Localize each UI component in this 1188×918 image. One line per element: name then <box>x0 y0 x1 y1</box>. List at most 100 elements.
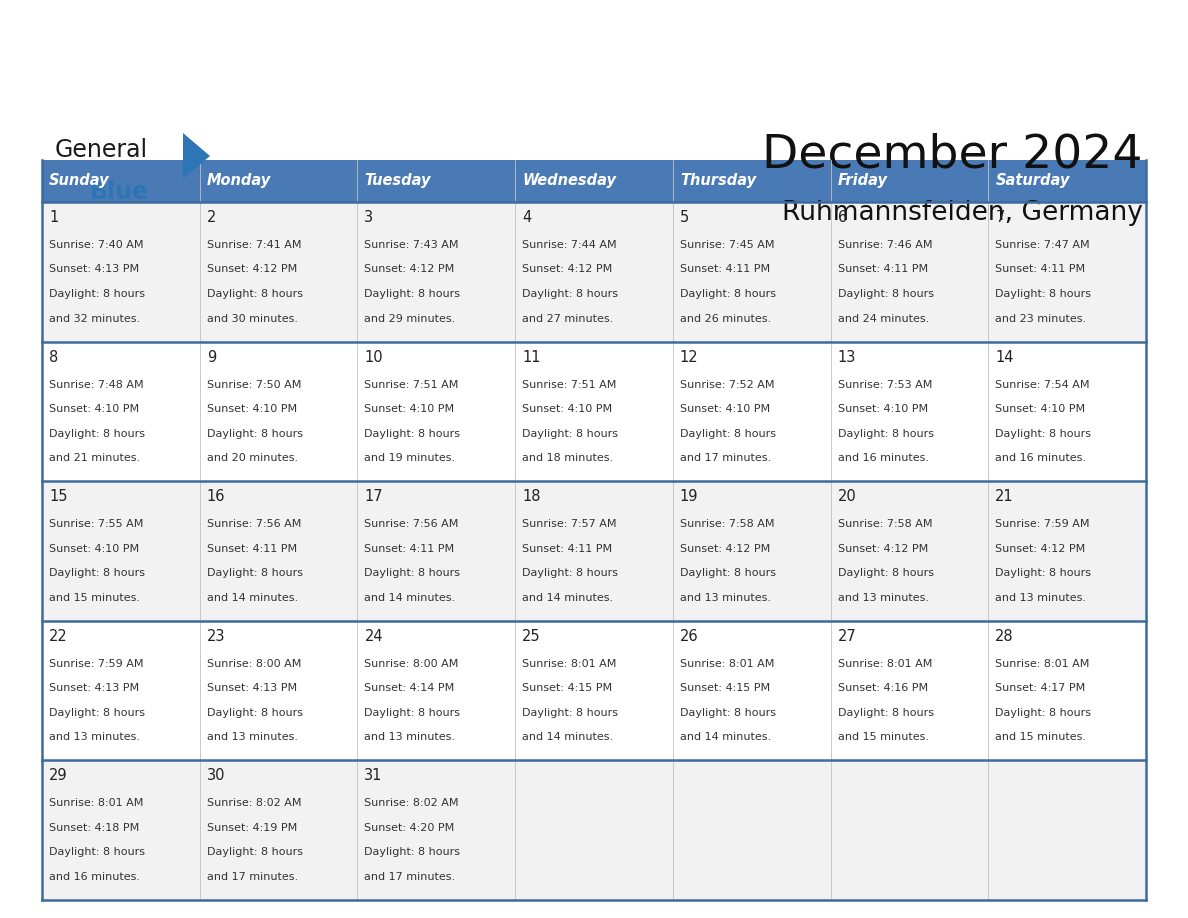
Text: Sunrise: 7:43 AM: Sunrise: 7:43 AM <box>365 240 459 250</box>
Text: 31: 31 <box>365 768 383 783</box>
Text: Thursday: Thursday <box>680 174 756 188</box>
Text: 4: 4 <box>523 210 531 225</box>
Text: 18: 18 <box>523 489 541 504</box>
Text: Daylight: 8 hours: Daylight: 8 hours <box>523 568 618 578</box>
Text: Sunrise: 8:02 AM: Sunrise: 8:02 AM <box>365 799 459 809</box>
Text: Sunset: 4:10 PM: Sunset: 4:10 PM <box>523 404 612 414</box>
Text: Sunrise: 7:55 AM: Sunrise: 7:55 AM <box>49 520 144 529</box>
Text: Saturday: Saturday <box>996 174 1069 188</box>
Polygon shape <box>183 133 210 179</box>
Text: and 16 minutes.: and 16 minutes. <box>996 453 1086 463</box>
Text: Sunrise: 7:48 AM: Sunrise: 7:48 AM <box>49 380 144 389</box>
Text: Daylight: 8 hours: Daylight: 8 hours <box>996 708 1092 718</box>
Text: Sunset: 4:13 PM: Sunset: 4:13 PM <box>49 264 139 274</box>
Text: Daylight: 8 hours: Daylight: 8 hours <box>838 708 934 718</box>
Text: and 14 minutes.: and 14 minutes. <box>523 593 613 603</box>
FancyBboxPatch shape <box>42 481 1146 621</box>
Text: Sunset: 4:13 PM: Sunset: 4:13 PM <box>207 683 297 693</box>
Text: Daylight: 8 hours: Daylight: 8 hours <box>680 568 776 578</box>
Text: Sunset: 4:11 PM: Sunset: 4:11 PM <box>523 543 612 554</box>
Text: Sunset: 4:11 PM: Sunset: 4:11 PM <box>680 264 770 274</box>
Text: 5: 5 <box>680 210 689 225</box>
Text: Daylight: 8 hours: Daylight: 8 hours <box>49 429 145 439</box>
FancyBboxPatch shape <box>42 160 200 202</box>
Text: Daylight: 8 hours: Daylight: 8 hours <box>680 708 776 718</box>
Text: 14: 14 <box>996 350 1013 364</box>
Text: Monday: Monday <box>207 174 271 188</box>
Text: Daylight: 8 hours: Daylight: 8 hours <box>365 289 461 299</box>
Text: Sunrise: 7:59 AM: Sunrise: 7:59 AM <box>49 659 144 669</box>
Text: Daylight: 8 hours: Daylight: 8 hours <box>365 568 461 578</box>
Text: Sunrise: 7:51 AM: Sunrise: 7:51 AM <box>365 380 459 389</box>
Text: Daylight: 8 hours: Daylight: 8 hours <box>365 708 461 718</box>
Text: Daylight: 8 hours: Daylight: 8 hours <box>207 289 303 299</box>
Text: Sunset: 4:18 PM: Sunset: 4:18 PM <box>49 823 139 833</box>
Text: Sunrise: 7:50 AM: Sunrise: 7:50 AM <box>207 380 301 389</box>
Text: and 14 minutes.: and 14 minutes. <box>207 593 298 603</box>
Text: Blue: Blue <box>90 180 148 204</box>
Text: Daylight: 8 hours: Daylight: 8 hours <box>207 568 303 578</box>
Text: 17: 17 <box>365 489 383 504</box>
Text: and 13 minutes.: and 13 minutes. <box>207 733 298 743</box>
Text: Daylight: 8 hours: Daylight: 8 hours <box>365 429 461 439</box>
Text: Daylight: 8 hours: Daylight: 8 hours <box>207 429 303 439</box>
Text: 27: 27 <box>838 629 857 644</box>
Text: 11: 11 <box>523 350 541 364</box>
Text: and 13 minutes.: and 13 minutes. <box>365 733 455 743</box>
Text: Sunrise: 7:40 AM: Sunrise: 7:40 AM <box>49 240 144 250</box>
Text: Sunrise: 8:01 AM: Sunrise: 8:01 AM <box>996 659 1089 669</box>
Text: 28: 28 <box>996 629 1013 644</box>
Text: and 29 minutes.: and 29 minutes. <box>365 314 456 323</box>
Text: Daylight: 8 hours: Daylight: 8 hours <box>523 289 618 299</box>
Text: 2: 2 <box>207 210 216 225</box>
Text: 10: 10 <box>365 350 383 364</box>
Text: and 17 minutes.: and 17 minutes. <box>680 453 771 463</box>
Text: Daylight: 8 hours: Daylight: 8 hours <box>523 429 618 439</box>
Text: Daylight: 8 hours: Daylight: 8 hours <box>996 289 1092 299</box>
Text: Daylight: 8 hours: Daylight: 8 hours <box>680 289 776 299</box>
Text: Sunset: 4:11 PM: Sunset: 4:11 PM <box>838 264 928 274</box>
Text: 12: 12 <box>680 350 699 364</box>
Text: Sunrise: 7:52 AM: Sunrise: 7:52 AM <box>680 380 775 389</box>
Text: Sunrise: 7:57 AM: Sunrise: 7:57 AM <box>523 520 617 529</box>
Text: Sunrise: 7:58 AM: Sunrise: 7:58 AM <box>838 520 933 529</box>
Text: Sunset: 4:15 PM: Sunset: 4:15 PM <box>523 683 612 693</box>
Text: and 15 minutes.: and 15 minutes. <box>996 733 1086 743</box>
Text: Sunrise: 7:56 AM: Sunrise: 7:56 AM <box>365 520 459 529</box>
Text: Sunrise: 7:54 AM: Sunrise: 7:54 AM <box>996 380 1089 389</box>
Text: and 13 minutes.: and 13 minutes. <box>838 593 929 603</box>
Text: Daylight: 8 hours: Daylight: 8 hours <box>207 708 303 718</box>
Text: 1: 1 <box>49 210 58 225</box>
FancyBboxPatch shape <box>42 341 1146 481</box>
Text: 25: 25 <box>523 629 541 644</box>
Text: 6: 6 <box>838 210 847 225</box>
Text: 30: 30 <box>207 768 226 783</box>
FancyBboxPatch shape <box>42 202 1146 341</box>
Text: 13: 13 <box>838 350 855 364</box>
Text: Sunrise: 8:00 AM: Sunrise: 8:00 AM <box>207 659 301 669</box>
Text: Sunrise: 7:46 AM: Sunrise: 7:46 AM <box>838 240 933 250</box>
Text: 22: 22 <box>49 629 68 644</box>
Text: 23: 23 <box>207 629 226 644</box>
Text: and 13 minutes.: and 13 minutes. <box>680 593 771 603</box>
Text: Daylight: 8 hours: Daylight: 8 hours <box>680 429 776 439</box>
Text: Sunset: 4:19 PM: Sunset: 4:19 PM <box>207 823 297 833</box>
Text: and 19 minutes.: and 19 minutes. <box>365 453 455 463</box>
Text: Daylight: 8 hours: Daylight: 8 hours <box>49 289 145 299</box>
Text: Sunrise: 7:51 AM: Sunrise: 7:51 AM <box>523 380 617 389</box>
Text: Sunset: 4:12 PM: Sunset: 4:12 PM <box>680 543 770 554</box>
Text: Tuesday: Tuesday <box>365 174 431 188</box>
Text: Sunset: 4:14 PM: Sunset: 4:14 PM <box>365 683 455 693</box>
Text: Sunrise: 7:41 AM: Sunrise: 7:41 AM <box>207 240 302 250</box>
Text: Sunrise: 8:01 AM: Sunrise: 8:01 AM <box>523 659 617 669</box>
FancyBboxPatch shape <box>42 621 1146 760</box>
Text: and 15 minutes.: and 15 minutes. <box>838 733 929 743</box>
Text: and 14 minutes.: and 14 minutes. <box>680 733 771 743</box>
Text: and 13 minutes.: and 13 minutes. <box>996 593 1086 603</box>
Text: and 16 minutes.: and 16 minutes. <box>49 872 140 882</box>
Text: and 18 minutes.: and 18 minutes. <box>523 453 613 463</box>
Text: 24: 24 <box>365 629 383 644</box>
Text: Daylight: 8 hours: Daylight: 8 hours <box>838 429 934 439</box>
Text: Sunset: 4:12 PM: Sunset: 4:12 PM <box>365 264 455 274</box>
Text: 8: 8 <box>49 350 58 364</box>
